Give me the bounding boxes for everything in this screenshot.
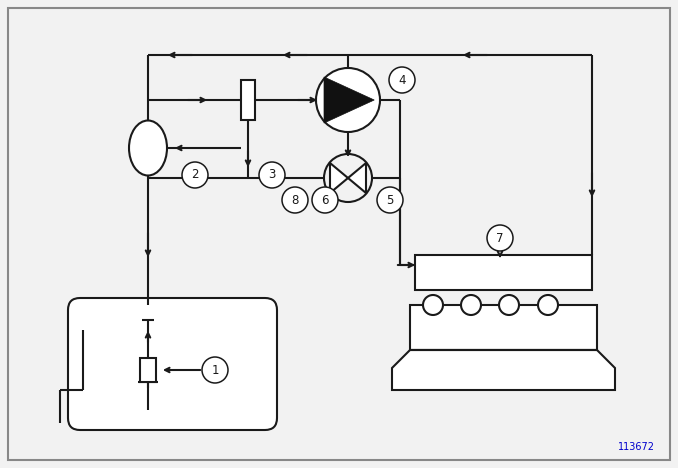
Circle shape: [377, 187, 403, 213]
Text: 1: 1: [212, 364, 219, 376]
Text: 6: 6: [321, 193, 329, 206]
Text: 4: 4: [398, 73, 405, 87]
Circle shape: [423, 295, 443, 315]
Text: 2: 2: [191, 168, 199, 182]
Polygon shape: [324, 77, 374, 123]
Ellipse shape: [129, 120, 167, 176]
Polygon shape: [348, 163, 366, 193]
Bar: [415, 255, 592, 290]
Text: 113672: 113672: [618, 442, 655, 452]
Text: 3: 3: [268, 168, 276, 182]
Text: 8: 8: [292, 193, 299, 206]
Circle shape: [312, 187, 338, 213]
FancyBboxPatch shape: [68, 298, 277, 430]
Circle shape: [538, 295, 558, 315]
Bar: [241, 80, 255, 120]
Circle shape: [316, 68, 380, 132]
Text: 5: 5: [386, 193, 394, 206]
Circle shape: [389, 67, 415, 93]
Circle shape: [487, 225, 513, 251]
Circle shape: [259, 162, 285, 188]
Circle shape: [499, 295, 519, 315]
Circle shape: [182, 162, 208, 188]
Bar: [410, 305, 597, 350]
Polygon shape: [392, 350, 615, 390]
Text: 7: 7: [496, 232, 504, 244]
Circle shape: [461, 295, 481, 315]
Bar: [140, 358, 156, 382]
Circle shape: [202, 357, 228, 383]
Circle shape: [282, 187, 308, 213]
Polygon shape: [330, 163, 348, 193]
